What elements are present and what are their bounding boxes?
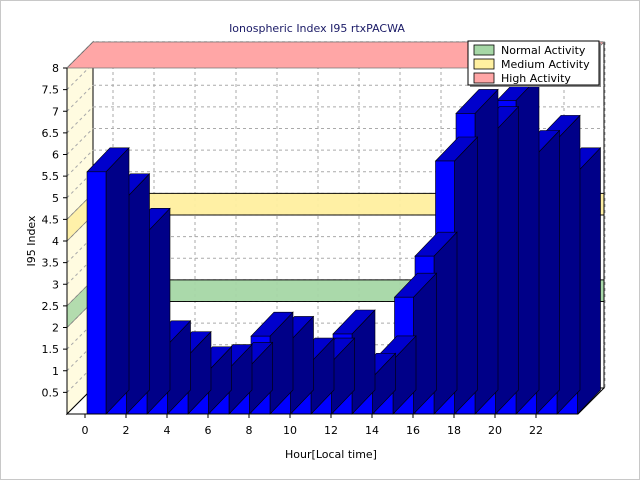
legend-swatch: [473, 58, 495, 70]
chart-title: Ionospheric Index I95 rtxPACWA: [229, 22, 405, 35]
x-tick-label: 14: [365, 424, 379, 437]
y-tick-label: 2: [52, 322, 59, 335]
y-tick-label: 2.5: [42, 300, 60, 313]
y-tick-labels: 0.5 1 1.5 2 2.5 3 3.5 4 4.5 5 5.5 6 6.5 7 7.5 8: [42, 62, 68, 414]
bar-front: [86, 171, 107, 415]
y-tick-label: 3.5: [42, 257, 60, 270]
bar-side: [556, 114, 581, 415]
bar-side: [105, 147, 130, 415]
y-tick-label: 0.5: [42, 386, 60, 399]
grid-line-y-wall: [66, 149, 94, 177]
bars: [86, 75, 602, 415]
y-tick-label: 4.5: [42, 213, 60, 226]
x-tick-label: 22: [529, 424, 543, 437]
x-tick-label: 2: [123, 424, 130, 437]
bar-side: [454, 136, 478, 415]
legend-entry: High Activity: [501, 72, 571, 85]
y-tick-label: 6.5: [42, 127, 60, 140]
x-tick-label: 10: [283, 424, 297, 437]
grid-line-y-wall: [66, 84, 94, 112]
grid-line-y-wall: [66, 128, 94, 155]
bar-side: [413, 272, 437, 415]
y-tick-label: 3: [52, 278, 59, 291]
legend-swatch: [473, 44, 495, 56]
legend-swatch: [473, 72, 495, 84]
y-tick-label: 4: [52, 235, 59, 248]
bar-side: [146, 207, 171, 415]
x-tick-label: 12: [324, 424, 338, 437]
x-tick-label: 0: [82, 424, 89, 437]
x-axis-label: Hour[Local time]: [285, 448, 377, 461]
legend-entry: Normal Activity: [501, 44, 586, 57]
x-tick-label: 20: [488, 424, 502, 437]
bar-side: [433, 231, 458, 415]
y-tick-label: 1: [52, 365, 59, 378]
y-tick-label: 7: [52, 105, 59, 118]
bar-side: [515, 75, 540, 415]
bar-side: [474, 88, 499, 415]
x-tick-label: 8: [246, 424, 253, 437]
y-tick-label: 6: [52, 149, 59, 162]
x-tick-label: 6: [205, 424, 212, 437]
bar-side: [577, 147, 601, 415]
x-tick-label: 16: [406, 424, 420, 437]
y-tick-label: 7.5: [42, 84, 60, 97]
x-tick-labels: 0 2 4 6 8 10 12 14 16 18 20 22: [67, 413, 578, 437]
bar-side: [536, 129, 560, 415]
y-tick-label: 1.5: [42, 343, 60, 356]
y-axis-label: I95 Index: [25, 215, 38, 267]
y-tick-label: 8: [52, 62, 59, 75]
bar-side: [495, 105, 519, 415]
x-tick-label: 18: [447, 424, 461, 437]
x-tick-label: 4: [164, 424, 171, 437]
bar-0: [86, 147, 130, 415]
y-tick-label: 5.5: [42, 170, 60, 183]
grid-line-y-wall: [66, 106, 94, 134]
legend-entry: Medium Activity: [501, 58, 590, 71]
y-tick-label: 5: [52, 192, 59, 205]
bar-side: [126, 173, 150, 415]
